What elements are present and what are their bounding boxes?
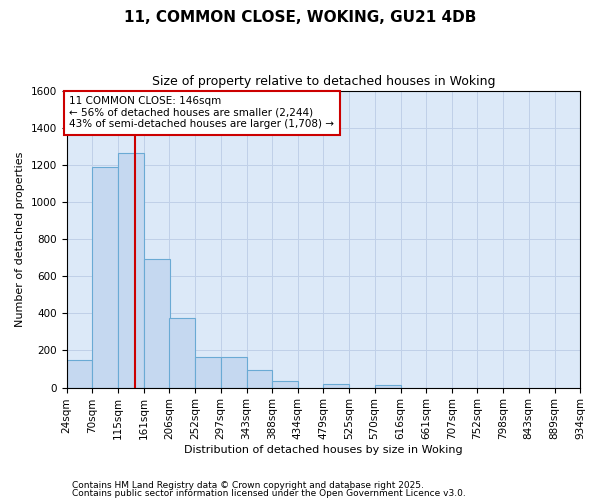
X-axis label: Distribution of detached houses by size in Woking: Distribution of detached houses by size … <box>184 445 463 455</box>
Bar <box>118 152 144 388</box>
Title: Size of property relative to detached houses in Woking: Size of property relative to detached ho… <box>152 75 495 88</box>
Bar <box>169 318 195 388</box>
Bar <box>195 357 221 388</box>
Bar <box>67 360 92 388</box>
Text: 11, COMMON CLOSE, WOKING, GU21 4DB: 11, COMMON CLOSE, WOKING, GU21 4DB <box>124 10 476 25</box>
Text: 11 COMMON CLOSE: 146sqm
← 56% of detached houses are smaller (2,244)
43% of semi: 11 COMMON CLOSE: 146sqm ← 56% of detache… <box>70 96 334 130</box>
Bar <box>247 370 272 388</box>
Bar <box>144 260 170 388</box>
Text: Contains public sector information licensed under the Open Government Licence v3: Contains public sector information licen… <box>72 488 466 498</box>
Bar <box>92 166 118 388</box>
Text: Contains HM Land Registry data © Crown copyright and database right 2025.: Contains HM Land Registry data © Crown c… <box>72 481 424 490</box>
Bar <box>221 357 247 388</box>
Bar <box>374 385 401 388</box>
Bar <box>272 381 298 388</box>
Y-axis label: Number of detached properties: Number of detached properties <box>15 152 25 327</box>
Bar <box>323 384 349 388</box>
